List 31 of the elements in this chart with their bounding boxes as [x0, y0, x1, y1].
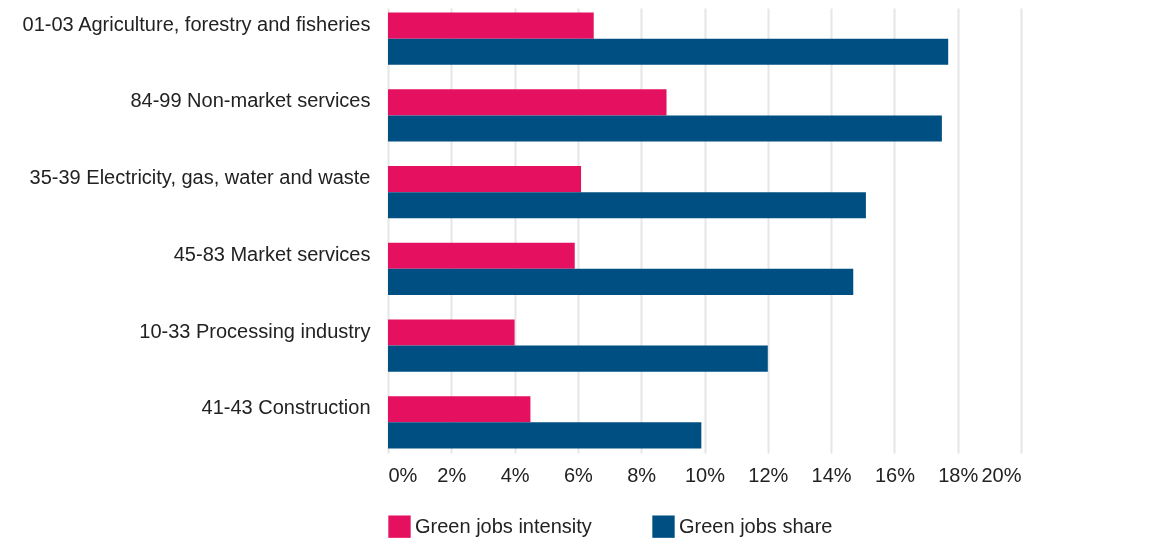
y-tick-label: 84-99 Non-market services: [130, 89, 371, 112]
x-tick-label: 2%: [437, 463, 467, 486]
bar: [388, 396, 531, 423]
y-tick-label: 35-39 Electricity, gas, water and waste: [29, 166, 371, 189]
y-tick-label: 45-83 Market services: [173, 242, 371, 265]
bar: [388, 38, 949, 65]
x-tick-label: 0%: [388, 463, 418, 486]
bar: [388, 319, 515, 346]
y-tick-label: 01-03 Agriculture, forestry and fisheries: [22, 12, 371, 35]
bar: [388, 268, 854, 295]
x-tick-label: 6%: [563, 463, 594, 486]
bar: [388, 12, 594, 39]
legend-label: Green jobs share: [679, 514, 833, 537]
bar: [388, 115, 942, 142]
bar: [388, 345, 768, 372]
y-tick-label: 41-43 Construction: [201, 396, 371, 419]
x-tick-label: 10%: [684, 463, 726, 486]
x-tick-label: 20%: [981, 463, 1022, 486]
bar: [388, 242, 575, 269]
x-tick-label: 8%: [627, 463, 657, 486]
bar: [388, 192, 866, 219]
y-tick-label: 10-33 Processing industry: [139, 319, 371, 342]
x-tick-label: 4%: [500, 463, 530, 486]
x-tick-label: 12%: [748, 463, 789, 486]
x-tick-label: 16%: [874, 463, 916, 486]
x-tick-label: 14%: [811, 463, 852, 486]
x-tick-label: 18%: [938, 463, 979, 486]
bar: [388, 166, 582, 193]
bar: [388, 422, 702, 449]
legend-label: Green jobs intensity: [415, 514, 592, 537]
bar: [388, 89, 667, 116]
